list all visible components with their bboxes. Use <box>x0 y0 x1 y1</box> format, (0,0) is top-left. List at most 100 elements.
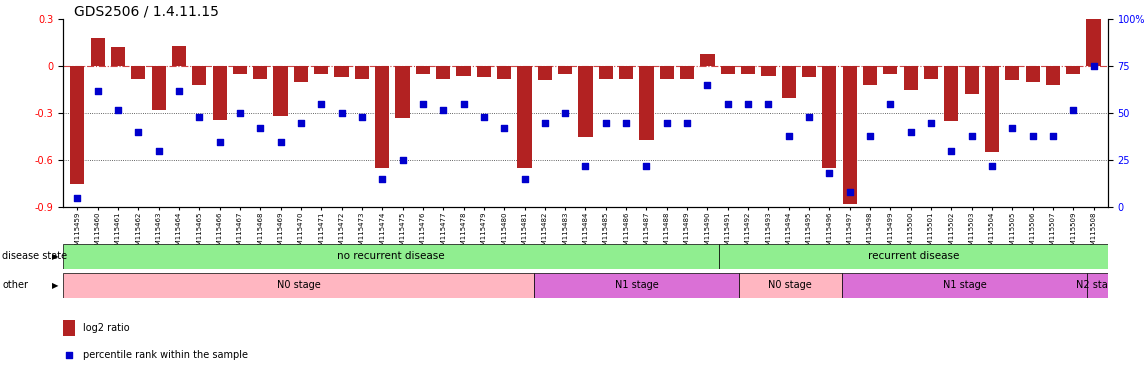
Point <box>1064 106 1083 113</box>
Point <box>394 157 412 164</box>
Bar <box>1006 66 1019 80</box>
Point <box>109 106 127 113</box>
Bar <box>924 66 938 79</box>
Bar <box>375 66 389 168</box>
Point <box>60 352 78 358</box>
Point <box>1023 133 1041 139</box>
Point <box>455 101 473 107</box>
Point <box>1044 133 1062 139</box>
Point <box>292 120 310 126</box>
Bar <box>537 66 552 80</box>
Text: N1 stage: N1 stage <box>615 280 659 290</box>
Bar <box>212 66 227 119</box>
Text: N0 stage: N0 stage <box>277 280 320 290</box>
Bar <box>1025 66 1040 82</box>
Bar <box>63 320 76 336</box>
Bar <box>739 273 841 298</box>
Point <box>68 195 86 201</box>
Bar <box>63 273 534 298</box>
Bar <box>476 66 491 77</box>
Point <box>373 176 391 182</box>
Bar <box>841 273 1087 298</box>
Point <box>983 163 1001 169</box>
Point <box>149 148 168 154</box>
Bar <box>497 66 511 79</box>
Point <box>191 114 209 120</box>
Point <box>597 120 615 126</box>
Bar <box>599 66 613 79</box>
Bar <box>192 66 207 85</box>
Text: GDS2506 / 1.4.11.15: GDS2506 / 1.4.11.15 <box>73 4 218 18</box>
Bar <box>719 244 1108 269</box>
Point <box>820 170 838 177</box>
Bar <box>558 66 572 74</box>
Point <box>515 176 534 182</box>
Point <box>312 101 331 107</box>
Bar <box>1066 66 1080 74</box>
Point <box>495 125 513 131</box>
Bar <box>457 66 471 76</box>
Point <box>210 139 228 145</box>
Point <box>779 133 798 139</box>
Text: log2 ratio: log2 ratio <box>84 323 130 333</box>
Bar <box>680 66 695 79</box>
Point <box>678 120 697 126</box>
Point <box>130 129 148 135</box>
Bar <box>985 66 999 152</box>
Bar <box>395 66 410 118</box>
Bar <box>579 66 592 137</box>
Point <box>413 101 432 107</box>
Point <box>943 148 961 154</box>
Point <box>333 110 351 116</box>
Bar <box>334 66 349 77</box>
Text: ▶: ▶ <box>52 281 59 290</box>
Bar <box>782 66 796 98</box>
Bar <box>1086 19 1101 66</box>
Point <box>576 163 595 169</box>
Bar <box>355 66 369 79</box>
Point <box>739 101 758 107</box>
Bar <box>761 66 776 76</box>
Point <box>658 120 676 126</box>
Point <box>861 133 879 139</box>
Text: no recurrent disease: no recurrent disease <box>338 251 444 262</box>
Point <box>840 189 859 195</box>
Bar <box>294 66 308 82</box>
Bar <box>315 66 328 74</box>
Point <box>88 88 107 94</box>
Bar <box>172 46 186 66</box>
Bar <box>436 66 450 79</box>
Bar <box>802 66 816 77</box>
Text: N0 stage: N0 stage <box>768 280 812 290</box>
Text: other: other <box>2 280 29 290</box>
Point <box>251 125 270 131</box>
Bar <box>843 66 856 204</box>
Bar <box>944 66 959 121</box>
Text: N1 stage: N1 stage <box>943 280 986 290</box>
Text: recurrent disease: recurrent disease <box>868 251 959 262</box>
Point <box>352 114 371 120</box>
Point <box>637 163 656 169</box>
Bar <box>254 66 267 79</box>
Point <box>800 114 819 120</box>
Bar <box>1046 66 1060 85</box>
Bar <box>863 66 877 85</box>
Point <box>962 133 980 139</box>
Point <box>170 88 188 94</box>
Point <box>616 120 635 126</box>
Bar <box>964 66 979 94</box>
Point <box>556 110 574 116</box>
Bar <box>63 244 719 269</box>
Text: ▶: ▶ <box>52 252 59 261</box>
Point <box>1003 125 1022 131</box>
Point <box>882 101 900 107</box>
Bar <box>131 66 146 79</box>
Bar <box>660 66 674 79</box>
Text: percentile rank within the sample: percentile rank within the sample <box>84 350 248 360</box>
Point <box>536 120 554 126</box>
Bar <box>111 48 125 66</box>
Bar <box>883 66 898 74</box>
Bar <box>700 54 714 66</box>
Bar <box>152 66 165 110</box>
Point <box>759 101 777 107</box>
